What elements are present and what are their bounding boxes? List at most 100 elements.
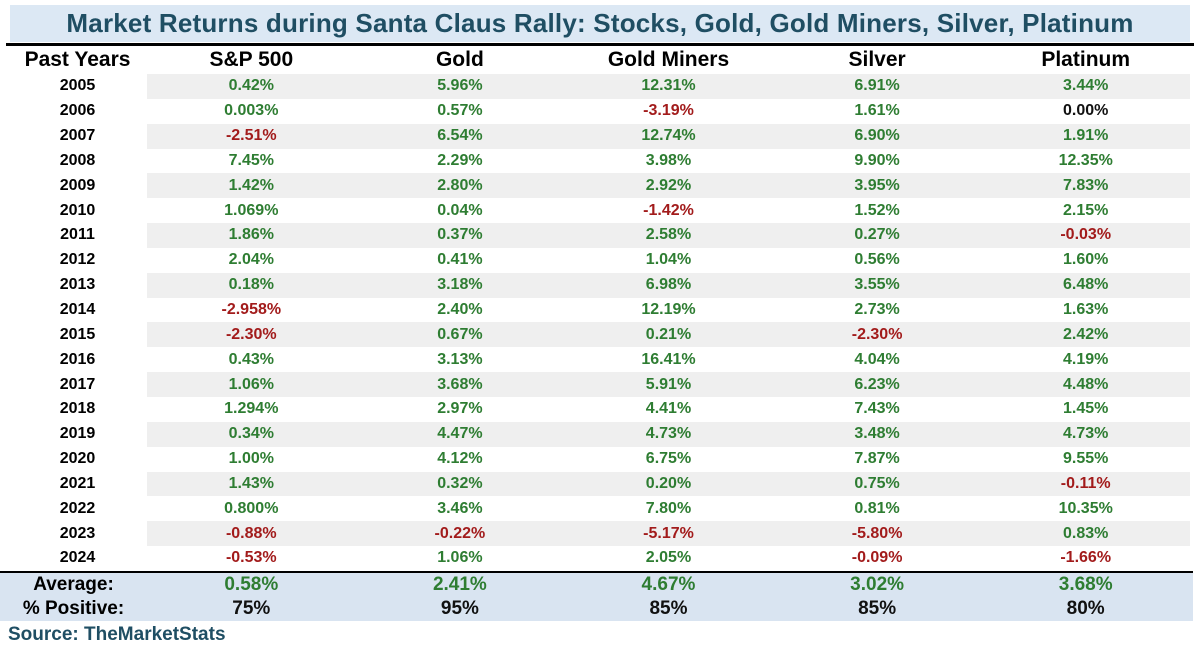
- column-header-gold-miners: Gold Miners: [607, 48, 730, 71]
- value-cell: 0.75%: [772, 471, 982, 497]
- value-cell: 7.87%: [854, 450, 900, 468]
- value-cell: 4.12%: [437, 450, 483, 468]
- value-cell: -0.53%: [225, 549, 277, 567]
- source-credit: Source: TheMarketStats: [8, 623, 226, 645]
- table-row: 2024 -0.53% 1.06% 2.05% -0.09% -1.66%: [8, 546, 1190, 571]
- title-bar: Market Returns during Santa Claus Rally:…: [10, 5, 1190, 42]
- table-row: 2007 -2.51% 6.54% 12.74% 6.90% 1.91%: [8, 123, 1190, 149]
- value-cell: 3.46%: [437, 499, 483, 517]
- value-cell: 12.31%: [564, 74, 773, 99]
- value-cell: 3.48%: [772, 421, 982, 447]
- average-label: Average:: [33, 573, 114, 595]
- value-cell: 2.42%: [981, 322, 1190, 348]
- table-body: 2005 0.42% 5.96% 12.31% 6.91% 3.44% 2006 0.003%…: [8, 74, 1190, 571]
- value-cell: 6.23%: [772, 372, 982, 397]
- value-cell: 3.13%: [437, 350, 483, 368]
- value-cell: 1.069%: [224, 201, 279, 219]
- value-cell: 0.42%: [147, 74, 356, 99]
- table-row: 2013 0.18% 3.18% 6.98% 3.55% 6.48%: [8, 272, 1190, 298]
- value-cell: -1.66%: [1060, 549, 1112, 567]
- value-cell: 2.92%: [564, 173, 773, 199]
- value-cell: 1.43%: [147, 471, 356, 497]
- table-row: 2008 7.45% 2.29% 3.98% 9.90% 12.35%: [8, 148, 1190, 174]
- table-header-row: Past Years S&P 500 Gold Gold Miners Silv…: [8, 46, 1190, 74]
- table-row: 2018 1.294% 2.97% 4.41% 7.43% 1.45%: [8, 396, 1190, 422]
- value-cell: 0.81%: [854, 499, 900, 517]
- value-cell: 2.29%: [437, 151, 483, 169]
- value-cell: 2.04%: [228, 251, 274, 269]
- percent-positive-value-cell: 85%: [649, 597, 688, 619]
- value-cell: 1.86%: [147, 223, 356, 248]
- column-header-sp500: S&P 500: [209, 48, 294, 71]
- value-cell: 1.60%: [1063, 251, 1109, 269]
- value-cell: 1.91%: [981, 123, 1190, 149]
- title-divider: [6, 43, 1194, 46]
- value-cell: 9.90%: [854, 151, 900, 169]
- value-cell: 0.56%: [854, 251, 900, 269]
- table-row: 2017 1.06% 3.68% 5.91% 6.23% 4.48%: [8, 372, 1190, 397]
- table-row: 2019 0.34% 4.47% 4.73% 3.48% 4.73%: [8, 421, 1190, 447]
- value-cell: -0.88%: [147, 521, 356, 547]
- value-cell: 2.73%: [854, 301, 900, 319]
- year-cell: 2020: [8, 446, 147, 472]
- value-cell: 7.83%: [981, 173, 1190, 199]
- year-cell: 2017: [8, 372, 147, 397]
- value-cell: 0.20%: [564, 471, 773, 497]
- value-cell: -5.80%: [772, 521, 982, 547]
- value-cell: 0.83%: [981, 521, 1190, 547]
- value-cell: -3.19%: [643, 102, 694, 120]
- value-cell: 3.95%: [772, 173, 982, 199]
- table-row: 2014 -2.958% 2.40% 12.19% 2.73% 1.63%: [8, 297, 1190, 323]
- year-cell: 2008: [8, 148, 147, 174]
- value-cell: 4.48%: [981, 372, 1190, 397]
- value-cell: 6.48%: [981, 272, 1190, 298]
- table-row: 2012 2.04% 0.41% 1.04% 0.56% 1.60%: [8, 247, 1190, 273]
- value-cell: 3.68%: [355, 372, 565, 397]
- value-cell: 2.80%: [355, 173, 565, 199]
- value-cell: 0.18%: [147, 272, 356, 298]
- value-cell: 6.90%: [772, 123, 982, 149]
- year-cell: 2007: [8, 123, 147, 149]
- value-cell: 10.35%: [1058, 499, 1113, 517]
- value-cell: 1.42%: [147, 173, 356, 199]
- value-cell: -2.30%: [772, 322, 982, 348]
- value-cell: 3.44%: [981, 74, 1190, 99]
- value-cell: 0.57%: [437, 102, 483, 120]
- value-cell: 0.21%: [564, 322, 773, 348]
- value-cell: 16.41%: [641, 350, 696, 368]
- value-cell: 3.18%: [355, 272, 565, 298]
- value-cell: 4.04%: [854, 350, 900, 368]
- value-cell: 0.800%: [224, 499, 279, 517]
- year-cell: 2009: [8, 173, 147, 199]
- value-cell: -2.958%: [221, 301, 282, 319]
- table-row: 2015 -2.30% 0.67% 0.21% -2.30% 2.42%: [8, 322, 1190, 348]
- percent-positive-value-cell: 85%: [858, 597, 897, 619]
- value-cell: 4.73%: [981, 421, 1190, 447]
- table-row: 2021 1.43% 0.32% 0.20% 0.75% -0.11%: [8, 471, 1190, 497]
- average-value-cell: 0.58%: [224, 573, 279, 595]
- summary-section: Average: 0.58% 2.41% 4.67% 3.02% 3.68% % Pos…: [0, 570, 1193, 621]
- year-cell: 2018: [8, 396, 147, 422]
- value-cell: 2.58%: [564, 223, 773, 248]
- value-cell: 0.04%: [437, 201, 483, 219]
- year-cell: 2024: [8, 546, 147, 571]
- value-cell: 12.74%: [564, 123, 773, 149]
- value-cell: 5.96%: [355, 74, 565, 99]
- value-cell: 6.75%: [645, 450, 692, 468]
- value-cell: 4.41%: [645, 400, 692, 418]
- value-cell: 1.61%: [854, 102, 900, 120]
- value-cell: 5.91%: [564, 372, 773, 397]
- average-value-cell: 3.02%: [850, 573, 905, 595]
- value-cell: 2.97%: [437, 400, 483, 418]
- value-cell: 2.05%: [645, 549, 692, 567]
- table-row: 2020 1.00% 4.12% 6.75% 7.87% 9.55%: [8, 446, 1190, 472]
- value-cell: 0.003%: [224, 102, 279, 120]
- value-cell: -2.51%: [147, 123, 356, 149]
- value-cell: 4.73%: [564, 421, 773, 447]
- year-cell: 2021: [8, 471, 147, 497]
- value-cell: 12.19%: [641, 301, 696, 319]
- percent-positive-row: % Positive: 75% 95% 85% 85% 80%: [0, 597, 1190, 621]
- value-cell: 2.15%: [1063, 201, 1109, 219]
- year-cell: 2016: [8, 347, 147, 373]
- value-cell: 0.32%: [355, 471, 565, 497]
